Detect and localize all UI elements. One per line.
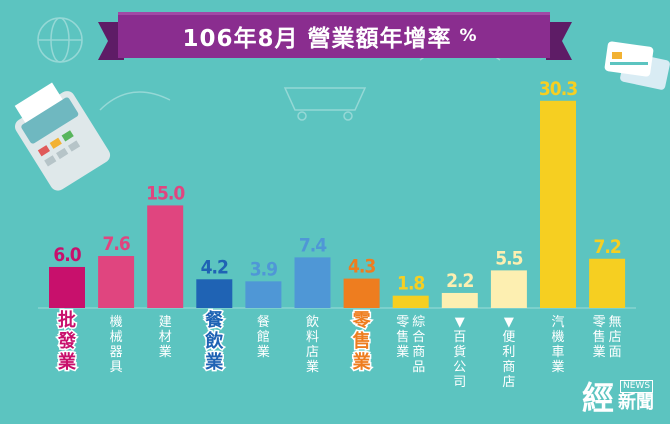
category-label-char: 零 <box>593 315 606 330</box>
category-label-char: 餐 <box>204 309 224 331</box>
category-label-char: 零 <box>352 310 372 331</box>
category-label-char: 器 <box>110 345 123 360</box>
category-label-char: 發 <box>57 330 77 352</box>
value-labels-group: 6.0 7.6 15.0 4.2 3.9 7.4 4.3 1.8 2.2 5.5 30.3 7.2 <box>53 78 621 295</box>
value-label: 30.3 <box>539 78 577 100</box>
category-label-char: 飲 <box>306 314 319 330</box>
chart-title: 106年8月 營業額年增率 % <box>120 14 540 58</box>
value-label: 6.0 <box>53 244 81 266</box>
category-label-char: 機 <box>551 330 564 345</box>
category-label-char: 建 <box>159 315 172 330</box>
category-label-char: 業 <box>352 351 372 373</box>
bar <box>147 205 184 308</box>
category-label-char: ▼ <box>455 315 465 330</box>
category-label-char: 商 <box>412 345 425 360</box>
value-label: 3.9 <box>250 258 277 280</box>
bar <box>589 258 626 308</box>
category-label-char: 售 <box>353 330 371 352</box>
logo-news-text: 新聞 <box>618 392 654 413</box>
logo-mark: 經 <box>582 379 615 417</box>
category-label-char: 業 <box>159 344 172 360</box>
bar <box>294 257 331 308</box>
category-label-char: 售 <box>593 329 606 345</box>
bar <box>343 278 380 308</box>
value-label: 5.5 <box>495 247 522 269</box>
value-label: 2.2 <box>446 270 473 292</box>
category-label-char: 業 <box>551 359 564 375</box>
credit-card-icon <box>604 41 670 90</box>
category-label-char: 業 <box>396 344 409 360</box>
chart-title-text: 106年8月 營業額年增率 <box>182 26 452 52</box>
bar <box>245 281 282 308</box>
category-label-char: 械 <box>110 330 123 345</box>
bar <box>392 295 429 308</box>
chart-title-unit: % <box>459 26 478 46</box>
category-label-char: 料 <box>306 330 319 345</box>
category-label-char: 商 <box>502 360 515 375</box>
category-label-char: 合 <box>412 330 425 345</box>
category-label-char: 公 <box>453 360 466 375</box>
category-label-char: 便 <box>502 330 515 345</box>
category-label-char: 零 <box>396 315 409 330</box>
category-label-char: 車 <box>551 345 564 360</box>
category-label-char: 具 <box>110 360 123 375</box>
category-label-char: 店 <box>609 330 622 345</box>
bar <box>490 270 527 308</box>
value-label: 1.8 <box>397 273 424 295</box>
category-label-char: 業 <box>57 351 77 373</box>
category-label-char: 業 <box>204 351 224 373</box>
category-label-char: 材 <box>159 330 172 345</box>
value-label: 7.4 <box>299 234 327 256</box>
category-label-char: 汽 <box>551 315 564 330</box>
bar <box>49 266 85 308</box>
category-label-char: 業 <box>593 344 606 360</box>
title-ribbon <box>98 12 572 60</box>
udn-logo: 經 NEWS 新聞 <box>582 374 668 422</box>
bar <box>540 100 576 308</box>
logo-news-tag: NEWS <box>620 380 654 393</box>
category-label-char: 批 <box>58 309 76 331</box>
bars-group <box>49 100 626 308</box>
category-labels-group: 批發業機械器具建材業餐飲業餐館業飲料店業零售業零售業綜合商品▼百貨公司▼便利商店… <box>56 308 622 391</box>
category-label-char: 利 <box>502 345 515 360</box>
category-label-char: 業 <box>306 359 319 375</box>
category-label-char: 百 <box>453 330 466 345</box>
category-label-char: 無 <box>609 315 622 330</box>
category-label-char: 綜 <box>412 315 425 330</box>
category-label-char: 品 <box>412 360 425 375</box>
bar <box>98 256 135 308</box>
category-label-char: 館 <box>257 330 270 345</box>
value-label: 7.2 <box>593 236 620 258</box>
background-decoration <box>37 17 501 121</box>
category-label-char: 業 <box>257 344 270 360</box>
category-label-char: 貨 <box>453 344 466 360</box>
category-label-char: 店 <box>306 345 319 360</box>
value-label: 4.3 <box>348 256 375 278</box>
bar <box>441 292 478 308</box>
category-label-char: 面 <box>609 345 622 360</box>
bar <box>196 279 233 308</box>
category-label-char: 餐 <box>257 314 270 330</box>
value-label: 7.6 <box>102 233 129 255</box>
category-label-char: 店 <box>502 375 515 390</box>
category-label-char: 司 <box>453 375 466 390</box>
category-label-char: ▼ <box>504 315 514 330</box>
pos-terminal-icon <box>14 82 111 191</box>
value-label: 15.0 <box>146 182 185 204</box>
category-label-char: 飲 <box>204 330 224 352</box>
value-label: 4.2 <box>201 256 228 278</box>
category-label-char: 機 <box>110 315 123 330</box>
category-label-char: 售 <box>396 329 409 345</box>
